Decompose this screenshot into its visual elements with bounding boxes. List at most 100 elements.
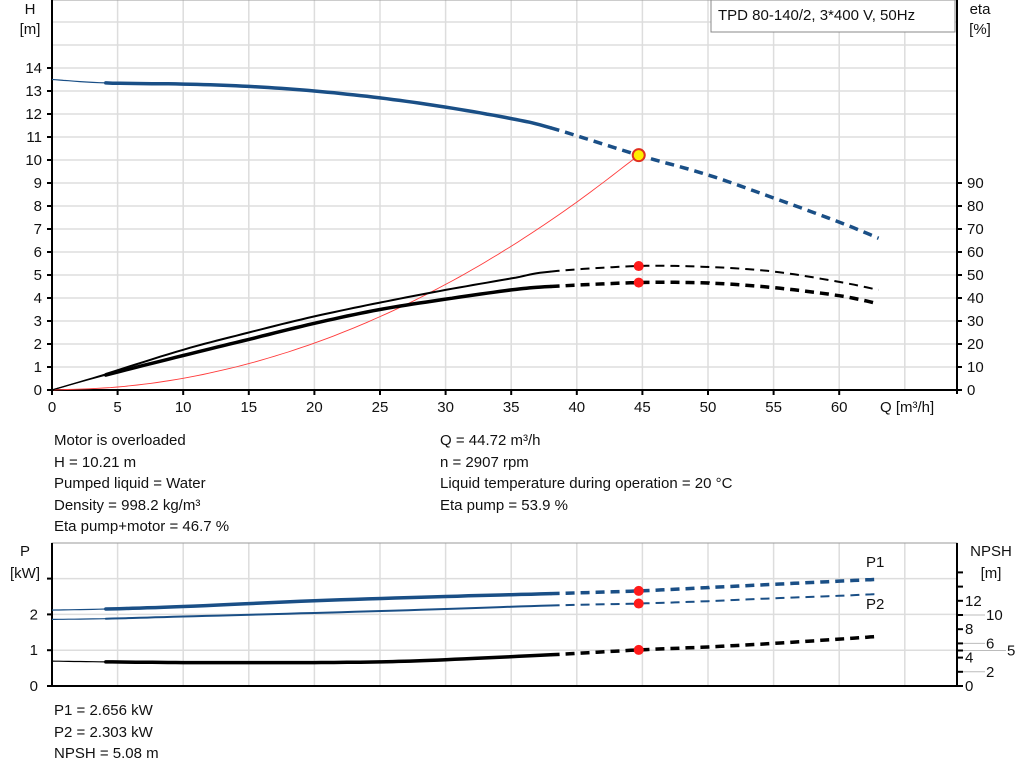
y-right-axis-unit: [%] xyxy=(969,21,991,38)
info-left: Motor is overloaded H = 10.21 m Pumped l… xyxy=(54,430,229,538)
y-tick-label: 7 xyxy=(34,221,42,238)
title-box xyxy=(710,0,956,33)
info-line: Pumped liquid = Water xyxy=(54,475,206,492)
eta-pump-curve xyxy=(104,270,552,375)
duty-point-npsh xyxy=(633,644,644,655)
y-tick-label: 1 xyxy=(30,642,38,659)
y-tick-label: 9 xyxy=(34,175,42,192)
x-axis-label: Q [m³/h] xyxy=(880,399,934,416)
duty-point-head xyxy=(631,148,646,163)
y-tick-label: 14 xyxy=(25,60,42,77)
y-axis-label: H xyxy=(25,1,36,18)
p1-curve xyxy=(104,591,553,611)
y-axis-label: P xyxy=(20,543,30,560)
y-right-tick-label: 80 xyxy=(967,198,984,215)
eta-pump-curve-dashed xyxy=(550,264,879,291)
npsh-axis-label: NPSH xyxy=(970,543,1012,560)
y-right-tick-label: 0 xyxy=(967,382,975,399)
info-line: H = 10.21 m xyxy=(54,453,137,471)
y-tick-label: 2 xyxy=(34,336,42,353)
p1-label: P1 xyxy=(866,554,884,571)
duty-point-p2 xyxy=(633,598,644,609)
npsh-axis-unit: [m] xyxy=(981,565,1002,582)
p2-curve xyxy=(104,604,552,620)
npsh-curve-dashed xyxy=(550,634,879,657)
info-line: n = 2907 rpm xyxy=(440,453,529,471)
y-tick-label: 0 xyxy=(34,382,42,399)
npsh-tick-label: 12 xyxy=(965,593,982,610)
duty-point-eta-total xyxy=(633,277,644,288)
npsh-tick-label: 5 xyxy=(1007,643,1015,660)
info-line: Eta pump = 53.9 % xyxy=(440,496,568,514)
eta-total-curve-dashed xyxy=(550,280,879,306)
y-tick-label: 2 xyxy=(30,606,38,623)
head-curve-dashed xyxy=(550,126,880,240)
y-right-tick-label: 70 xyxy=(967,221,984,238)
x-tick-label: 30 xyxy=(437,399,454,416)
info-line: Motor is overloaded xyxy=(54,432,186,449)
y-tick-label: 12 xyxy=(25,106,42,123)
eta-total-curve xyxy=(104,284,553,377)
x-tick-label: 20 xyxy=(306,399,323,416)
x-tick-label: 10 xyxy=(175,399,192,416)
x-tick-label: 35 xyxy=(503,399,520,416)
y-tick-label: 5 xyxy=(34,267,42,284)
npsh-tick-label: 10 xyxy=(986,607,1003,624)
duty-point-p1 xyxy=(633,585,644,596)
info-line: Eta pump+motor = 46.7 % xyxy=(54,518,230,535)
y-tick-label: 13 xyxy=(25,83,42,100)
x-tick-label: 25 xyxy=(372,399,389,416)
duty-point-eta-pump xyxy=(633,261,644,272)
info-line: Density = 998.2 kg/m³ xyxy=(54,496,201,514)
y-tick-label: 4 xyxy=(34,290,42,307)
y-tick-label: 0 xyxy=(30,678,38,695)
x-tick-label: 15 xyxy=(240,399,257,416)
y-right-tick-label: 90 xyxy=(967,175,984,192)
eta-pump-extrapolated xyxy=(51,373,106,391)
npsh-tick-label: 2 xyxy=(986,664,994,681)
x-tick-label: 50 xyxy=(700,399,717,416)
info-line: P1 = 2.656 kW xyxy=(54,702,153,719)
info-line: Liquid temperature during operation = 20… xyxy=(440,475,733,492)
y-right-tick-label: 30 xyxy=(967,313,984,330)
npsh-tick-label: 6 xyxy=(986,635,994,652)
p1-curve-dashed xyxy=(550,577,879,596)
x-tick-label: 55 xyxy=(765,399,782,416)
y-right-axis-label: eta xyxy=(970,1,992,18)
y-right-tick-label: 60 xyxy=(967,244,984,261)
y-tick-label: 10 xyxy=(25,152,42,169)
head-extrapolated xyxy=(51,78,106,84)
npsh-tick-label: 4 xyxy=(965,650,973,667)
plot-frame xyxy=(51,0,958,391)
x-tick-label: 40 xyxy=(568,399,585,416)
p1-extrapolated xyxy=(51,608,106,611)
x-tick-label: 60 xyxy=(831,399,848,416)
x-tick-label: 45 xyxy=(634,399,651,416)
y-right-tick-label: 40 xyxy=(967,290,984,307)
chart-title: TPD 80-140/2, 3*400 V, 50Hz xyxy=(718,7,915,24)
info-line: P2 = 2.303 kW xyxy=(54,723,153,741)
p2-curve-dashed xyxy=(550,593,879,607)
npsh-tick-label: 8 xyxy=(965,621,973,638)
info-line: NPSH = 5.08 m xyxy=(54,745,159,762)
p2-extrapolated xyxy=(52,618,106,621)
y-right-tick-label: 10 xyxy=(967,359,984,376)
y-tick-label: 1 xyxy=(34,359,42,376)
y-right-tick-label: 50 xyxy=(967,267,984,284)
y-right-tick-label: 20 xyxy=(967,336,984,353)
x-tick-label: 5 xyxy=(113,399,121,416)
y-tick-label: 8 xyxy=(34,198,42,215)
p2-label: P2 xyxy=(866,596,884,613)
info-bottom: P1 = 2.656 kW P2 = 2.303 kW NPSH = 5.08 … xyxy=(54,700,159,765)
info-right: Q = 44.72 m³/h n = 2907 rpm Liquid tempe… xyxy=(440,430,732,516)
npsh-curve xyxy=(104,653,553,665)
y-tick-label: 3 xyxy=(34,313,42,330)
y-tick-label: 11 xyxy=(26,129,42,146)
system-curve xyxy=(51,154,639,391)
head-curve xyxy=(104,81,553,130)
npsh-extrapolated xyxy=(51,660,106,663)
info-line: Q = 44.72 m³/h xyxy=(440,432,541,449)
y-tick-label: 6 xyxy=(34,244,42,261)
